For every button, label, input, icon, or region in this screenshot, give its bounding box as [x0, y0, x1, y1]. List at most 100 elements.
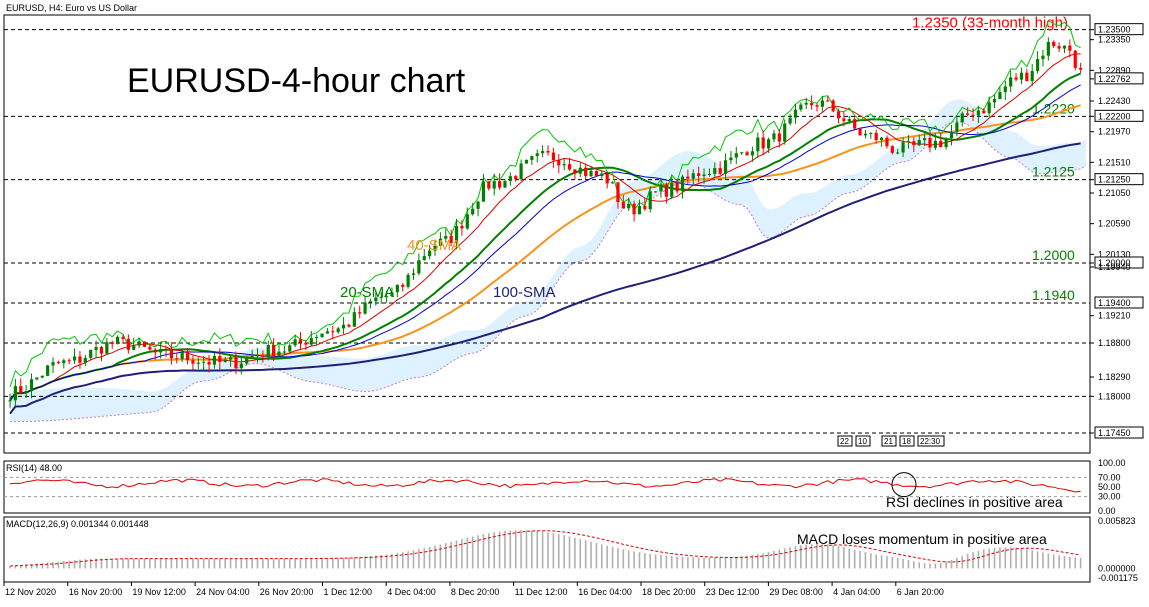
candle-body — [126, 338, 130, 350]
period-box-label: 22:30 — [920, 437, 941, 446]
candle-body — [632, 203, 636, 215]
time-tick-label: 19 Nov 12:00 — [132, 587, 186, 597]
candle-body — [627, 203, 631, 209]
candle-body — [1057, 46, 1061, 49]
price-tick-label: 1.19400 — [1098, 298, 1131, 308]
time-tick-label: 4 Jan 04:00 — [833, 587, 880, 597]
candle-body — [341, 324, 346, 329]
time-tick-label: 4 Dec 04:00 — [387, 587, 436, 597]
candle-body — [245, 357, 249, 364]
tenkan-line — [9, 53, 1081, 401]
candle-body — [960, 113, 964, 123]
symbol-label: EURUSD, H4: Euro vs US Dollar — [6, 3, 137, 13]
candle-body — [1068, 45, 1072, 51]
candle-body — [460, 225, 464, 229]
candle-body — [772, 133, 776, 140]
candle-body — [756, 137, 760, 152]
candle-body — [336, 328, 340, 333]
candle-body — [804, 102, 808, 105]
candle-body — [8, 400, 12, 402]
rsi-line — [9, 478, 1081, 493]
candle-body — [395, 284, 399, 293]
level-label: 1.1940 — [1032, 287, 1075, 303]
price-tag-box — [1094, 426, 1144, 439]
period-box-cell — [855, 435, 871, 447]
candle-body — [1009, 77, 1013, 87]
price-tag-box — [1094, 296, 1144, 309]
price-tick-label: 1.23350 — [1098, 35, 1131, 45]
chart-title: EURUSD-4-hour chart — [127, 62, 466, 100]
time-tick-label: 16 Dec 04:00 — [578, 587, 632, 597]
candle-body — [799, 104, 803, 110]
candle-body — [524, 159, 529, 164]
candle-body — [680, 176, 685, 192]
candle-body — [46, 365, 50, 376]
candle-body — [643, 206, 647, 210]
candle-body — [411, 273, 416, 275]
candle-body — [923, 138, 927, 141]
candle-body — [589, 170, 593, 177]
candle-body — [293, 339, 297, 346]
kijun-line — [9, 84, 1081, 401]
candle-body — [78, 356, 82, 363]
candle-body — [228, 357, 233, 360]
candle-body — [874, 132, 878, 141]
candle-body — [503, 181, 507, 188]
candle-body — [992, 99, 997, 103]
candle-body — [223, 359, 227, 362]
candle-body — [675, 183, 679, 192]
macd-panel-frame — [3, 516, 1091, 583]
candle-body — [793, 109, 798, 118]
time-tick-label: 12 Nov 2020 — [5, 587, 56, 597]
candle-body — [116, 336, 120, 344]
candle-body — [1052, 41, 1056, 47]
macd-tick-label: 0.000000 — [1098, 563, 1136, 573]
candle-body — [212, 355, 217, 365]
candle-body — [13, 386, 17, 401]
candle-body — [584, 167, 588, 177]
candle-body — [175, 358, 179, 360]
candle-body — [869, 132, 873, 134]
candle-body — [56, 362, 61, 364]
candle-body — [148, 346, 152, 350]
candle-body — [239, 363, 243, 369]
level-label: 1.2125 — [1032, 164, 1075, 180]
price-tick-label: 1.22430 — [1098, 96, 1131, 106]
price-tick-label: 1.21970 — [1098, 127, 1131, 137]
candle-body — [492, 181, 496, 189]
level-label: 1.2220 — [1032, 100, 1075, 116]
candle-body — [309, 337, 313, 345]
candle-body — [406, 274, 410, 287]
candle-body — [933, 140, 937, 148]
macd-annotation: MACD loses momentum in positive area — [797, 531, 1047, 547]
candle-body — [35, 377, 39, 380]
candle-body — [29, 379, 34, 392]
candle-body — [740, 152, 744, 154]
candle-body — [535, 153, 539, 157]
candle-body — [444, 235, 448, 239]
sma-annotation: 40-SMA — [407, 237, 461, 254]
candle-body — [272, 344, 276, 357]
candle-body — [664, 184, 668, 197]
candle-body — [320, 333, 324, 337]
candle-body — [890, 146, 894, 153]
candle-body — [137, 341, 141, 346]
sma100-line — [9, 142, 1081, 415]
candle-body — [315, 336, 319, 338]
candle-body — [939, 140, 943, 148]
time-tick-label: 23 Dec 12:00 — [706, 587, 760, 597]
rsi-tick-label: 70.00 — [1098, 472, 1121, 482]
candle-body — [433, 245, 437, 251]
candle-body — [1030, 70, 1034, 82]
candle-body — [879, 137, 884, 141]
candle-body — [185, 352, 190, 361]
period-box-cell — [899, 435, 915, 447]
candle-body — [358, 312, 362, 314]
price-tick-label: 1.18000 — [1098, 391, 1131, 401]
price-tick-label: 1.23500 — [1098, 25, 1131, 35]
candle-body — [325, 331, 330, 334]
level-label: 1.2350 (33-month high) — [912, 15, 1068, 32]
candle-body — [691, 173, 695, 179]
candle-body — [847, 119, 851, 122]
